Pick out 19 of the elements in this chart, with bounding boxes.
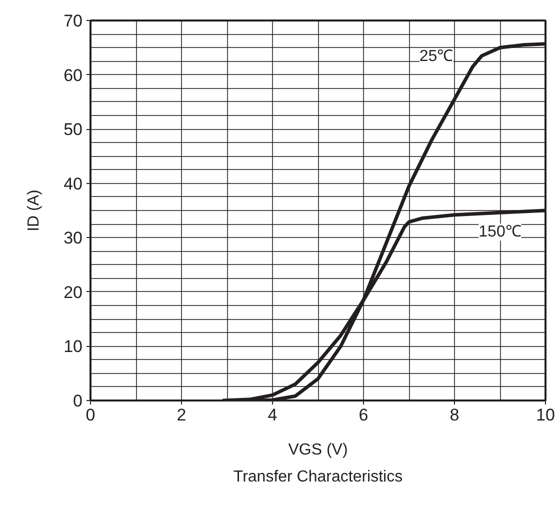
text: Transfer Characteristics xyxy=(233,468,403,486)
y-tick-label: 70 xyxy=(64,12,83,30)
y-axis-title: ID (A) xyxy=(26,190,43,232)
x-axis-title: VGS (V) xyxy=(288,442,348,458)
x-tick-label: 2 xyxy=(176,406,186,424)
y-tick-label: 30 xyxy=(64,228,83,248)
x-tick-label: 10 xyxy=(536,406,555,424)
y-tick-label: 40 xyxy=(64,174,83,194)
x-tick-label: 8 xyxy=(450,406,460,424)
annotation: 150℃ xyxy=(478,224,522,241)
annotation: 25℃ xyxy=(419,48,454,66)
x-tick-label: 0 xyxy=(86,406,96,424)
x-tick-label: 6 xyxy=(358,406,368,424)
y-tick-label: 60 xyxy=(64,66,83,85)
y-tick-label: 0 xyxy=(73,392,83,410)
y-tick-label: 10 xyxy=(64,337,83,356)
x-tick-label: 4 xyxy=(268,406,278,424)
y-tick-label: 20 xyxy=(64,282,83,302)
y-tick-label: 50 xyxy=(64,120,83,140)
